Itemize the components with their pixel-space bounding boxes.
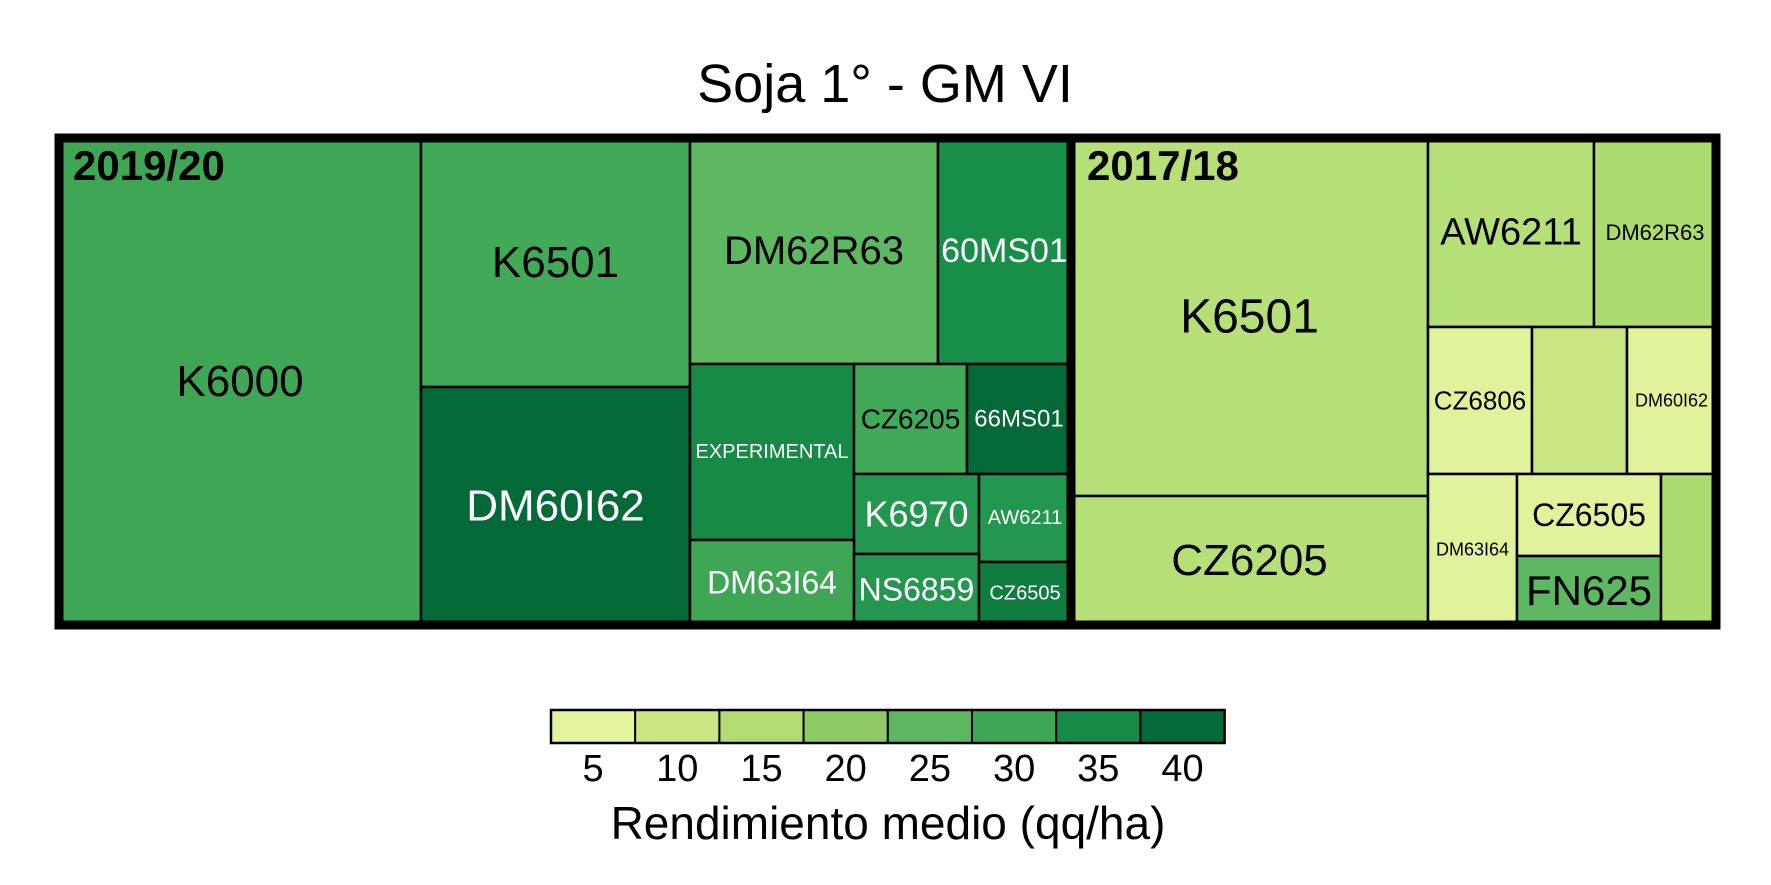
group-label: 2017/18 [1087,142,1239,189]
tile-dm62r63 [688,136,940,366]
group-2019-20: K6000 K6501 DM60I62 DM62R63 60MS01 EXPERIMENT… [57,136,1073,627]
tile-label: NS6859 [859,572,975,608]
legend-swatch [634,709,721,744]
legend-swatch [1139,709,1226,744]
tile-label: K6970 [864,494,968,535]
tile-dm60i62 [1625,325,1718,476]
tile-label: K6501 [492,238,619,287]
legend-swatch [550,709,637,744]
legend-tick-label: 5 [583,748,604,790]
tile-fn625 [1515,554,1663,627]
legend-swatch [971,709,1058,744]
tile-label: DM63I64 [1436,540,1509,560]
legend-frame [549,708,1226,745]
legend-tick-label: 30 [993,748,1035,790]
tile-label: CZ6205 [861,404,961,435]
tile-k6000 [57,136,423,627]
tile-label: AW6211 [1440,212,1582,254]
tile-unlabeled [1530,325,1629,476]
legend-swatch [1055,709,1142,744]
legend-title: Rendimiento medio (qq/ha) [611,797,1166,849]
tile-label: K6000 [176,357,303,406]
tile-dm60i62 [419,385,692,627]
legend-tick-label: 20 [825,748,867,790]
tile-label: AW6211 [988,507,1062,529]
tile-label: K6501 [1180,291,1319,344]
tile-cz6806 [1426,325,1534,476]
legend-swatch [886,709,973,744]
tile-label: DM63I64 [707,565,837,601]
tile-label: DM62R63 [1605,220,1704,245]
tile-66ms01 [965,362,1073,476]
tile-label: CZ6505 [1532,497,1646,533]
legend-swatch [718,709,805,744]
group-2017-18: K6501 CZ6205 AW6211 DM62R63 CZ6806 DM60I62 DM6… [1069,136,1718,627]
tile-ns6859 [852,552,981,627]
tile-unlabeled [1659,472,1718,627]
tile-label: DM62R63 [724,229,904,273]
group-border [1066,133,1721,630]
legend-swatch [802,709,889,744]
tile-aw6211 [977,472,1073,564]
tile-aw6211 [1426,136,1596,329]
tile-label: 66MS01 [974,406,1063,433]
tile-label: DM60I62 [466,482,645,531]
tile-label: CZ6205 [1171,536,1328,585]
legend-tick-label: 40 [1161,748,1203,790]
tile-label: 60MS01 [941,232,1068,270]
group-label: 2019/20 [73,142,225,189]
tile-dm62r63 [1592,136,1718,329]
tile-label: CZ6505 [989,583,1060,605]
tile-cz6505 [1515,472,1663,558]
tile-experimental [688,362,856,542]
legend-tick-label: 25 [909,748,951,790]
color-legend: 5 10 15 20 25 30 35 40 [549,708,1226,790]
tile-k6501 [419,136,692,389]
tile-dm63i64 [1426,472,1519,627]
legend-tick-label: 10 [656,748,698,790]
legend-tick-label: 15 [740,748,782,790]
legend-tick-label: 35 [1077,748,1119,790]
tile-label: CZ6806 [1434,386,1527,416]
tile-label: EXPERIMENTAL [696,441,849,463]
tile-label: FN625 [1526,567,1652,614]
chart-title: Soja 1° - GM VI [697,54,1073,114]
tile-label: DM60I62 [1635,391,1708,411]
